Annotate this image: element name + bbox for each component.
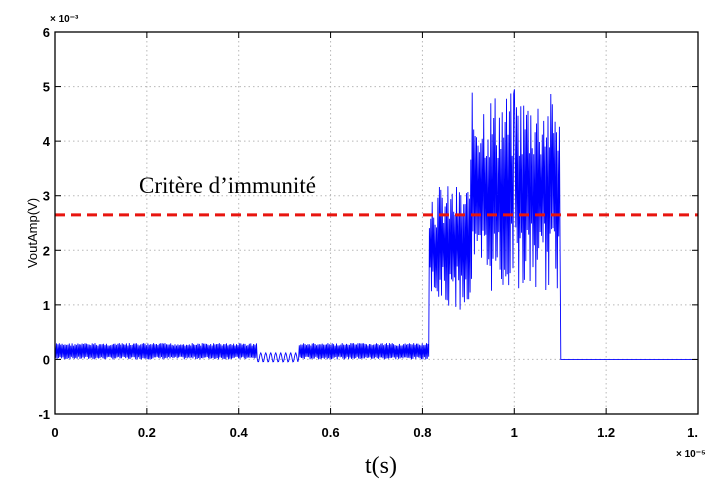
y-tick-label: 2 [43, 243, 50, 258]
axis-ticks [54, 31, 698, 415]
plot-frame [54, 31, 699, 415]
y-axis-label: VoutAmp(V) [25, 198, 40, 268]
x-tick-label: 1. [687, 425, 698, 440]
x-tick-label: 0.8 [413, 425, 431, 440]
x-tick-labels: 0 0.2 0.4 0.6 0.8 1 1.2 1. [51, 425, 698, 440]
x-tick-label: 0.6 [322, 425, 340, 440]
x-multiplier: × 10⁻⁵ [676, 449, 706, 460]
y-tick-label: 0 [43, 352, 50, 367]
signal-trace [54, 89, 698, 363]
y-tick-label: 5 [43, 80, 50, 95]
x-tick-label: 1.2 [597, 425, 615, 440]
y-tick-label: 1 [43, 298, 50, 313]
x-axis-label: t(s) [365, 453, 397, 479]
y-tick-label: -1 [38, 407, 50, 422]
y-tick-label: 6 [43, 25, 50, 40]
x-tick-label: 1 [511, 425, 518, 440]
x-tick-label: 0.4 [230, 425, 249, 440]
signal-line [54, 89, 698, 363]
y-tick-labels: -1 0 1 2 3 4 5 6 [38, 25, 50, 422]
threshold-annotation: Critère d’immunité [139, 173, 316, 198]
y-tick-label: 4 [43, 134, 51, 149]
x-tick-label: 0.2 [138, 425, 156, 440]
y-multiplier: × 10⁻³ [50, 14, 79, 25]
y-tick-label: 3 [43, 189, 50, 204]
x-tick-label: 0 [51, 425, 58, 440]
